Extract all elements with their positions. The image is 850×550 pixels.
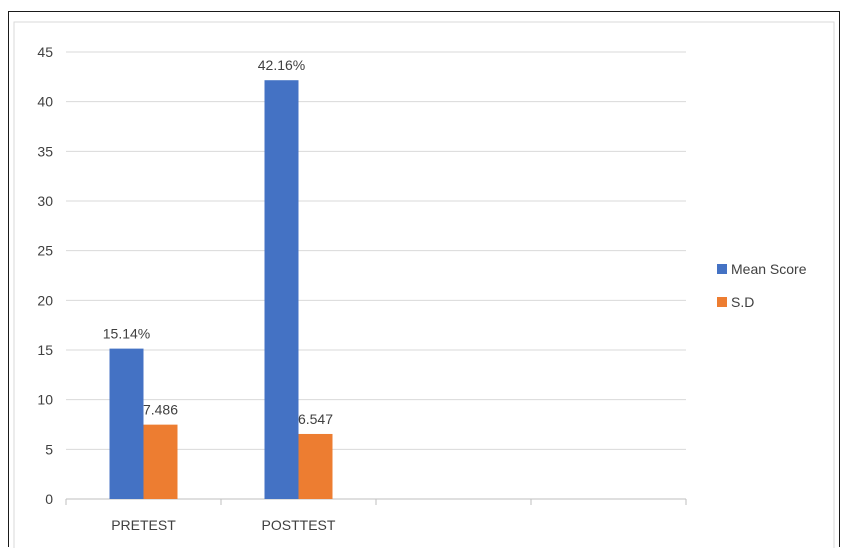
y-tick-label: 15 xyxy=(37,342,53,358)
legend-label: S.D xyxy=(731,294,754,310)
bar xyxy=(298,433,333,499)
chart-svg: 0 5 10 15 20 25 30 35 40 45 PRETEST POSTTEST 15.14%… xyxy=(13,21,835,548)
bar xyxy=(143,424,178,499)
y-tick-label: 40 xyxy=(37,94,53,110)
y-tick-label: 30 xyxy=(37,193,53,209)
y-tick-label: 0 xyxy=(45,491,53,507)
y-tick-label: 10 xyxy=(37,392,53,408)
legend-label: Mean Score xyxy=(731,261,807,277)
chart-frame: 0 5 10 15 20 25 30 35 40 45 PRETEST POSTTEST 15.14%… xyxy=(8,11,840,548)
legend: Mean Score S.D xyxy=(717,261,807,310)
plot-area-border xyxy=(13,21,835,548)
bar-layer xyxy=(109,80,333,499)
bar xyxy=(109,348,144,499)
data-label: 15.14% xyxy=(103,326,150,342)
y-tick-label: 35 xyxy=(37,143,53,159)
y-tick-label: 5 xyxy=(45,441,53,457)
y-tick-label: 20 xyxy=(37,292,53,308)
legend-swatch xyxy=(717,297,727,307)
x-tick-label: POSTTEST xyxy=(262,517,336,533)
bar xyxy=(264,80,299,499)
data-label: 6.547 xyxy=(298,411,333,427)
axis-layer: 0 5 10 15 20 25 30 35 40 45 PRETEST POSTTEST xyxy=(37,44,687,533)
x-tick-label: PRETEST xyxy=(111,517,176,533)
y-tick-label: 25 xyxy=(37,243,53,259)
data-label: 7.486 xyxy=(143,402,178,418)
y-tick-label: 45 xyxy=(37,44,53,60)
grid-layer xyxy=(66,51,686,450)
data-label: 42.16% xyxy=(258,57,305,73)
legend-swatch xyxy=(717,264,727,274)
label-layer: 15.14% 42.16% 7.486 6.547 xyxy=(103,57,333,427)
